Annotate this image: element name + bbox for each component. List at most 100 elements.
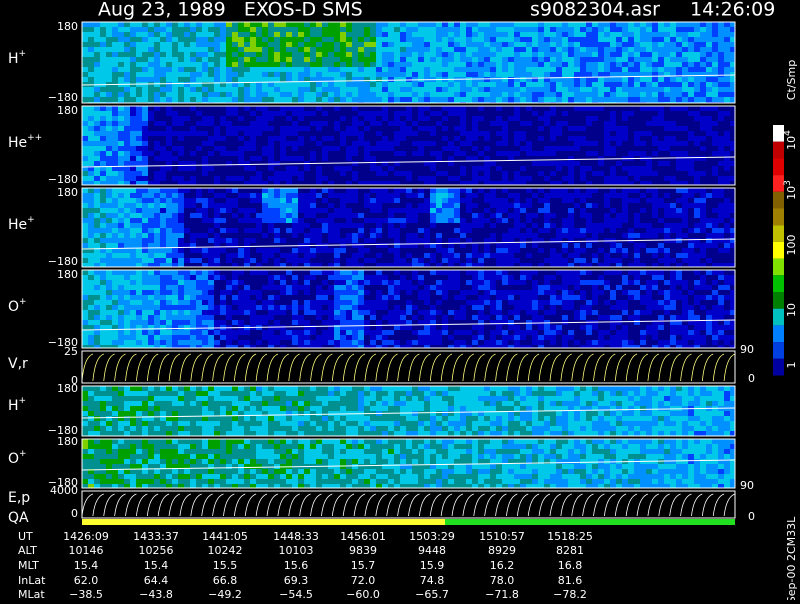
- spectrogram-cell: [436, 32, 442, 37]
- trace: [81, 74, 736, 86]
- spectrogram-cell: [106, 111, 112, 116]
- spectrogram-cell: [166, 270, 172, 275]
- spectrogram-cell: [112, 280, 118, 285]
- spectrogram-cell: [328, 310, 334, 315]
- spectrogram-cell: [610, 171, 616, 176]
- spectrogram-cell: [286, 228, 292, 233]
- spectrogram-cell: [208, 42, 214, 47]
- spectrogram-cell: [406, 52, 412, 57]
- spectrogram-cell: [148, 203, 154, 208]
- spectrogram-cell: [550, 22, 556, 27]
- spectrogram-cell: [94, 131, 100, 136]
- spectrogram-cell: [604, 67, 610, 72]
- spectrogram-cell: [622, 42, 628, 47]
- spectrogram-cell: [448, 203, 454, 208]
- spectrogram-cell: [286, 62, 292, 67]
- spectrogram-cell: [670, 42, 676, 47]
- spectrogram-cell: [208, 52, 214, 57]
- spectrogram-cell: [280, 188, 286, 193]
- spectrogram-cell: [220, 92, 226, 97]
- spectrogram-cell: [580, 228, 586, 233]
- spectrogram-cell: [154, 253, 160, 258]
- spectrogram-cell: [322, 82, 328, 87]
- spectrogram-cell: [340, 32, 346, 37]
- spectrogram-cell: [220, 37, 226, 42]
- spectrogram-cell: [562, 193, 568, 198]
- spectrogram-cell: [382, 72, 388, 77]
- spectrogram-cell: [604, 77, 610, 82]
- spectrogram-cell: [280, 87, 286, 92]
- spectrogram-cell: [490, 335, 496, 340]
- spectrogram-cell: [688, 203, 694, 208]
- spectrogram-cell: [448, 72, 454, 77]
- spectrogram-cell: [658, 47, 664, 52]
- spectrogram-cell: [166, 300, 172, 305]
- spectrogram-cell: [508, 233, 514, 238]
- spectrogram-cell: [700, 77, 706, 82]
- spectrogram-cell: [718, 228, 724, 233]
- spectrogram-cell: [478, 330, 484, 335]
- spectrogram-cell: [592, 57, 598, 62]
- spectrogram-cell: [160, 248, 166, 253]
- spectrogram-cell: [592, 32, 598, 37]
- spectrogram-cell: [196, 131, 202, 136]
- spectrogram-cell: [664, 27, 670, 32]
- spectrogram-cell: [190, 72, 196, 77]
- spectrogram-cell: [316, 22, 322, 27]
- spectrogram-cell: [364, 218, 370, 223]
- spectrogram-cell: [340, 22, 346, 27]
- spectrogram-cell: [100, 156, 106, 161]
- spectrogram-cell: [616, 176, 622, 181]
- spectrogram-cell: [100, 248, 106, 253]
- spectrogram-cell: [586, 213, 592, 218]
- spectrogram-cell: [112, 213, 118, 218]
- spectrogram-cell: [700, 57, 706, 62]
- spectrogram-cell: [436, 198, 442, 203]
- spectrogram-cell: [340, 325, 346, 330]
- spectrogram-cell: [238, 77, 244, 82]
- spectrogram-cell: [112, 32, 118, 37]
- spectrogram-cell: [310, 345, 316, 348]
- spectrogram-cell: [706, 243, 712, 248]
- spectrogram-cell: [472, 57, 478, 62]
- spectrogram-cell: [274, 258, 280, 263]
- spectrogram-cell: [400, 97, 406, 102]
- spectrogram-cell: [166, 253, 172, 258]
- spectrogram-cell: [490, 280, 496, 285]
- spectrogram-cell: [592, 52, 598, 57]
- spectrogram-cell: [88, 92, 94, 97]
- spectrogram-cell: [418, 116, 424, 121]
- spectrogram-cell: [208, 335, 214, 340]
- spectrogram-cell: [346, 320, 352, 325]
- spectrogram-cell: [472, 126, 478, 131]
- spectrogram-cell: [148, 57, 154, 62]
- spectrogram-cell: [430, 97, 436, 102]
- spectrogram-cell: [424, 97, 430, 102]
- spectrogram-cell: [706, 32, 712, 37]
- spectrogram-cell: [616, 320, 622, 325]
- spectrogram-cell: [238, 82, 244, 87]
- spectrogram-cell: [304, 345, 310, 348]
- spectrogram-cell: [694, 141, 700, 146]
- spectrogram-cell: [394, 253, 400, 258]
- spectrogram-cell: [394, 315, 400, 320]
- spectrogram-cell: [118, 146, 124, 151]
- spectrogram-cell: [664, 121, 670, 126]
- spectrogram-cell: [496, 243, 502, 248]
- spectrogram-cell: [478, 335, 484, 340]
- spectrogram-cell: [664, 161, 670, 166]
- spectrogram-cell: [694, 72, 700, 77]
- spectrogram-cell: [292, 263, 298, 267]
- spectrogram-cell: [406, 188, 412, 193]
- spectrogram-cell: [562, 82, 568, 87]
- spectrogram-cell: [340, 116, 346, 121]
- spectrogram-cell: [106, 270, 112, 275]
- spectrogram-cell: [286, 27, 292, 32]
- spectrogram-cell: [100, 233, 106, 238]
- spectrogram-cell: [130, 193, 136, 198]
- spectrogram-cell: [130, 57, 136, 62]
- spectrogram-cell: [358, 335, 364, 340]
- spectrogram-cell: [166, 345, 172, 348]
- spectrogram-cell: [604, 270, 610, 275]
- spectrogram-cell: [268, 67, 274, 72]
